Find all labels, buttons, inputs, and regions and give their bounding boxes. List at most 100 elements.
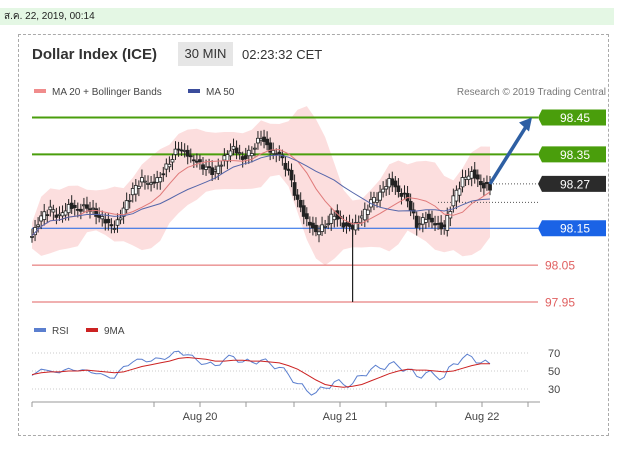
- candle-body: [100, 216, 105, 220]
- instrument-title: Dollar Index (ICE): [32, 46, 158, 63]
- rsi-9ma-line: [31, 356, 490, 388]
- chart-time: 02:23:32 CET: [242, 47, 323, 62]
- candle-body: [402, 192, 407, 195]
- candle-body: [60, 212, 65, 217]
- candle-body: [173, 148, 178, 155]
- candle-body: [48, 206, 53, 211]
- candle-body: [133, 185, 138, 195]
- candle-body: [430, 217, 434, 223]
- ma20-swatch: [34, 89, 46, 94]
- timeframe-badge[interactable]: 30 MIN: [178, 42, 233, 66]
- candle-body: [152, 181, 157, 184]
- candle-body: [198, 159, 202, 163]
- candle-body: [121, 207, 126, 217]
- candle-body: [301, 205, 306, 217]
- legend-ma20-label: MA 20 + Bollinger Bands: [52, 87, 162, 98]
- candle-body: [433, 223, 437, 226]
- candle-body: [252, 147, 257, 150]
- candle-body: [216, 165, 221, 174]
- candle-body: [387, 178, 392, 188]
- candle-body: [320, 224, 324, 232]
- candle-body: [94, 208, 99, 217]
- price-label-box-98-45: 98.45: [538, 109, 606, 126]
- candle-body: [69, 202, 74, 209]
- chart-frame: [18, 34, 609, 436]
- forecast-arrowhead: [519, 117, 532, 132]
- candle-body: [485, 181, 489, 185]
- candle-body: [109, 224, 114, 227]
- candle-body: [439, 222, 444, 230]
- candle-body: [185, 149, 190, 157]
- price-label-shape: [538, 220, 606, 237]
- candle-body: [274, 153, 279, 156]
- candle-body: [39, 215, 44, 222]
- candle-body: [179, 149, 184, 152]
- rsi-line: [31, 350, 491, 396]
- candle-body: [362, 208, 367, 221]
- candle-body: [423, 218, 428, 223]
- candle-body: [112, 228, 117, 230]
- candle-body: [240, 156, 245, 160]
- candle-body: [127, 199, 132, 202]
- rsi-tick-label: 50: [548, 366, 560, 378]
- legend-ma50-label: MA 50: [206, 87, 235, 98]
- date-stamp: ส.ค. 22, 2019, 00:14: [0, 8, 614, 25]
- candle-body: [228, 150, 233, 157]
- candle-body: [164, 163, 169, 170]
- candle-body: [161, 173, 166, 176]
- x-tick-label: Aug 20: [183, 411, 218, 423]
- candle-body: [326, 223, 331, 226]
- legend-ma50: MA 50: [188, 86, 234, 100]
- candle-body: [201, 164, 205, 170]
- candle-body: [329, 213, 334, 224]
- candle-body: [283, 162, 288, 170]
- price-label-text: 98.35: [560, 148, 590, 162]
- candle-body: [417, 223, 422, 226]
- candle-body: [262, 136, 266, 142]
- candle-body: [390, 178, 395, 186]
- candle-body: [182, 150, 187, 152]
- candle-body: [167, 163, 172, 168]
- candle-body: [194, 160, 199, 163]
- candle-body: [341, 222, 346, 228]
- candle-body: [249, 153, 254, 157]
- candle-body: [246, 149, 251, 157]
- price-label-shape: [538, 175, 606, 192]
- candle-body: [463, 176, 468, 180]
- candle-body: [411, 209, 416, 214]
- candle-body: [219, 164, 224, 167]
- ma50-swatch: [188, 89, 200, 94]
- candle-body: [143, 180, 147, 183]
- price-label-text: 98.45: [560, 111, 590, 125]
- legend-ma20: MA 20 + Bollinger Bands: [34, 86, 162, 100]
- candle-body: [176, 148, 181, 151]
- candle-body: [295, 194, 300, 200]
- candle-body: [124, 200, 129, 211]
- candle-body: [82, 204, 86, 207]
- candle-body: [445, 215, 450, 231]
- candle-body: [353, 222, 358, 231]
- price-label-text: 98.15: [560, 222, 590, 236]
- candle-body: [243, 155, 248, 159]
- candle-body: [399, 192, 404, 197]
- candle-body: [207, 166, 211, 169]
- candle-body: [378, 191, 382, 201]
- candle-body: [57, 213, 62, 216]
- candle-body: [384, 186, 389, 190]
- candle-body: [481, 182, 486, 189]
- candle-body: [365, 209, 370, 215]
- candle-body: [130, 188, 135, 196]
- candle-body: [256, 137, 260, 144]
- candle-body: [475, 174, 480, 180]
- candle-body: [118, 217, 123, 221]
- price-label-text-97-95: 97.95: [545, 296, 575, 310]
- candle-body: [344, 222, 349, 227]
- research-credit: Research © 2019 Trading Central: [456, 87, 606, 98]
- candle-body: [237, 152, 242, 155]
- candle-body: [359, 215, 364, 219]
- rsi-tick-label: 70: [548, 348, 560, 360]
- price-label-shape: [538, 146, 606, 163]
- candle-body: [469, 171, 474, 179]
- candle-body: [271, 150, 276, 155]
